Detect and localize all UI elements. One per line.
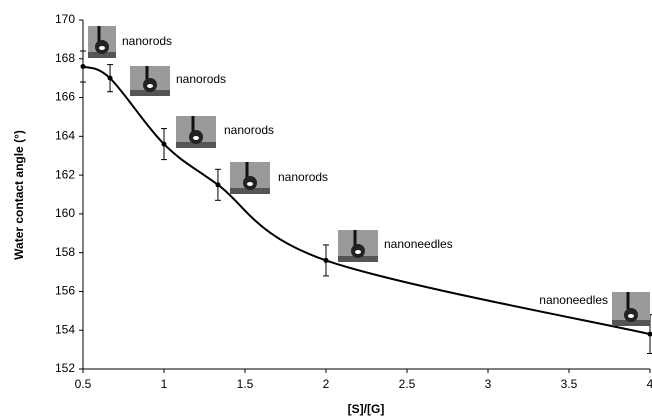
data-point [215, 182, 221, 188]
y-tick-label: 160 [55, 206, 75, 220]
droplet-substrate [130, 90, 170, 96]
droplet-substrate [88, 52, 116, 58]
data-point [107, 75, 113, 81]
y-tick-label: 154 [55, 322, 75, 336]
droplet-highlight [247, 182, 253, 186]
annotation: nanorods [278, 170, 328, 184]
y-tick-label: 166 [55, 90, 75, 104]
droplet-highlight [193, 136, 199, 140]
y-tick-label: 168 [55, 51, 75, 65]
x-axis-title: [S]/[G] [348, 402, 385, 416]
y-tick-label: 164 [55, 129, 75, 143]
x-tick-label: 1 [161, 377, 168, 391]
droplet-highlight [628, 314, 634, 318]
droplet-highlight [355, 250, 361, 254]
annotation: nanorods [122, 34, 172, 48]
y-axis-title: Water contact angle (°) [12, 130, 26, 260]
annotation: nanorods [176, 72, 226, 86]
x-tick-label: 3.5 [561, 377, 578, 391]
data-point [80, 64, 86, 70]
data-point [323, 257, 329, 263]
droplet-highlight [99, 46, 105, 50]
x-tick-label: 2.5 [399, 377, 416, 391]
annotation: nanorods [224, 123, 274, 137]
annotation: nanoneedles [539, 293, 608, 307]
droplet-substrate [230, 188, 270, 194]
data-point [161, 141, 167, 147]
droplet-substrate [338, 256, 378, 262]
x-tick-label: 4 [647, 377, 652, 391]
annotation: nanoneedles [384, 237, 453, 251]
y-tick-label: 156 [55, 284, 75, 298]
y-tick-label: 170 [55, 12, 75, 26]
data-point [647, 331, 652, 337]
x-tick-label: 1.5 [237, 377, 254, 391]
x-tick-label: 3 [485, 377, 492, 391]
x-tick-label: 2 [323, 377, 330, 391]
droplet-substrate [176, 142, 216, 148]
y-tick-label: 162 [55, 167, 75, 181]
droplet-substrate [612, 320, 650, 326]
y-tick-label: 158 [55, 245, 75, 259]
droplet-highlight [147, 84, 153, 88]
x-tick-label: 0.5 [75, 377, 92, 391]
y-tick-label: 152 [55, 361, 75, 375]
